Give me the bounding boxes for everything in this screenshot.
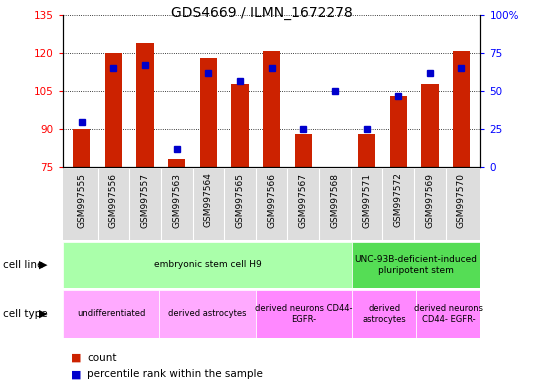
Text: UNC-93B-deficient-induced
pluripotent stem: UNC-93B-deficient-induced pluripotent st…	[355, 255, 478, 275]
Text: ■: ■	[71, 369, 81, 379]
Bar	[416, 290, 480, 338]
Bar	[421, 84, 438, 167]
Bar	[73, 129, 91, 167]
Text: count: count	[87, 353, 117, 363]
Bar	[136, 43, 154, 167]
Text: percentile rank within the sample: percentile rank within the sample	[87, 369, 263, 379]
Text: GSM997564: GSM997564	[204, 172, 213, 227]
Text: derived
astrocytes: derived astrocytes	[362, 304, 406, 324]
Text: GSM997571: GSM997571	[362, 172, 371, 227]
Bar	[232, 84, 248, 167]
Text: ▶: ▶	[39, 260, 48, 270]
Text: cell type: cell type	[3, 309, 48, 319]
Text: GSM997557: GSM997557	[140, 172, 150, 227]
Text: GSM997556: GSM997556	[109, 172, 118, 227]
Text: GDS4669 / ILMN_1672278: GDS4669 / ILMN_1672278	[171, 6, 353, 20]
Text: GSM997568: GSM997568	[330, 172, 340, 227]
Bar	[263, 51, 280, 167]
Bar	[389, 96, 407, 167]
Text: derived neurons CD44-
EGFR-: derived neurons CD44- EGFR-	[255, 304, 353, 324]
Text: undifferentiated: undifferentiated	[77, 310, 145, 318]
Text: cell line: cell line	[3, 260, 43, 270]
Text: derived astrocytes: derived astrocytes	[168, 310, 247, 318]
Text: GSM997572: GSM997572	[394, 172, 403, 227]
Text: GSM997570: GSM997570	[457, 172, 466, 227]
Bar	[453, 51, 470, 167]
Bar	[352, 290, 416, 338]
Bar	[105, 53, 122, 167]
Text: GSM997555: GSM997555	[78, 172, 86, 227]
Bar	[63, 290, 159, 338]
Text: GSM997567: GSM997567	[299, 172, 308, 227]
Text: GSM997566: GSM997566	[267, 172, 276, 227]
Text: GSM997563: GSM997563	[172, 172, 181, 227]
Bar	[352, 242, 480, 288]
Bar	[63, 242, 352, 288]
Bar	[256, 290, 352, 338]
Bar	[295, 134, 312, 167]
Text: derived neurons
CD44- EGFR-: derived neurons CD44- EGFR-	[414, 304, 483, 324]
Text: ▶: ▶	[39, 309, 48, 319]
Bar	[159, 290, 256, 338]
Text: GSM997569: GSM997569	[425, 172, 435, 227]
Bar	[168, 159, 186, 167]
Text: ■: ■	[71, 353, 81, 363]
Text: embryonic stem cell H9: embryonic stem cell H9	[153, 260, 261, 270]
Bar	[358, 134, 375, 167]
Text: GSM997565: GSM997565	[235, 172, 245, 227]
Bar	[200, 58, 217, 167]
